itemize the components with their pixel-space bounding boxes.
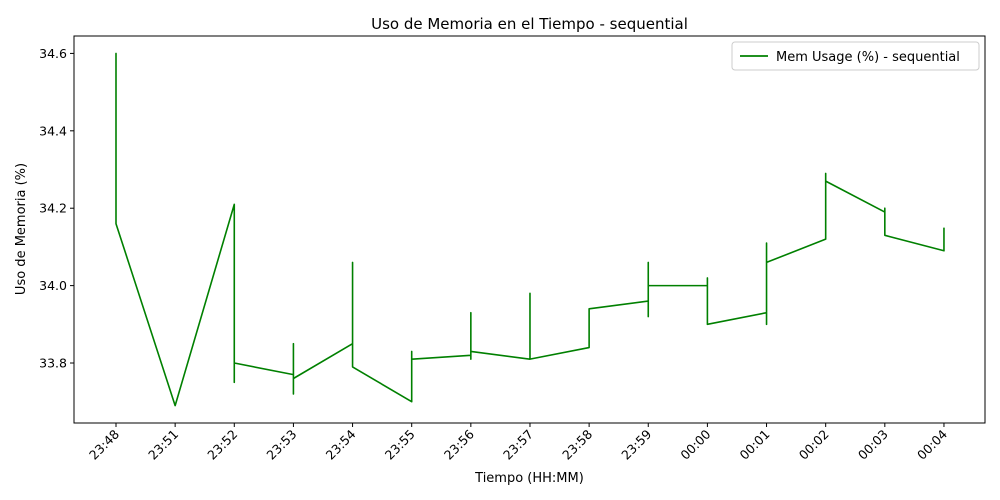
x-tick-label: 23:57 (500, 427, 536, 463)
y-tick-label: 34.0 (39, 278, 67, 293)
x-tick-label: 23:58 (559, 426, 595, 462)
x-tick-label: 23:54 (323, 426, 359, 462)
x-tick-label: 23:53 (263, 427, 299, 463)
y-tick-label: 34.6 (39, 46, 67, 61)
x-tick-label: 23:59 (618, 426, 654, 462)
legend: Mem Usage (%) - sequential (731, 41, 980, 71)
x-tick-label: 00:04 (914, 426, 950, 462)
y-tick-label: 34.2 (39, 201, 67, 216)
y-axis-ticks: 33.8 34.0 34.2 34.4 34.6 (39, 46, 74, 371)
chart-title: Uso de Memoria en el Tiempo - sequential (371, 15, 688, 33)
x-tick-label: 00:00 (677, 426, 713, 462)
legend-box (731, 41, 980, 71)
x-tick-label: 23:48 (86, 426, 122, 462)
x-tick-label: 00:03 (855, 427, 891, 463)
plot-area (73, 35, 986, 424)
series-line-0 (115, 52, 945, 407)
x-tick-label: 23:56 (441, 426, 477, 462)
series-layer (115, 52, 945, 407)
y-axis-title: Uso de Memoria (%) (14, 163, 29, 295)
x-tick-label: 23:51 (145, 427, 181, 463)
x-axis-ticks: 23:48 23:51 23:52 23:53 23:54 23:55 23:56 23:57… (86, 423, 950, 463)
y-tick-label: 34.4 (39, 123, 67, 138)
x-axis-title: Tiempo (HH:MM) (474, 471, 584, 486)
x-tick-label: 23:52 (204, 427, 240, 463)
legend-label: Mem Usage (%) - sequential (776, 50, 960, 65)
x-tick-label: 23:55 (382, 427, 418, 463)
x-tick-label: 00:02 (796, 427, 832, 463)
y-tick-label: 33.8 (39, 356, 67, 371)
x-tick-label: 00:01 (737, 427, 773, 463)
